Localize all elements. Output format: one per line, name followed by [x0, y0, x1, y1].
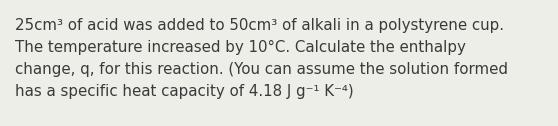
Text: 25cm³ of acid was added to 50cm³ of alkali in a polystyrene cup.: 25cm³ of acid was added to 50cm³ of alka… — [15, 18, 504, 33]
Text: The temperature increased by 10°C. Calculate the enthalpy: The temperature increased by 10°C. Calcu… — [15, 40, 466, 55]
Text: change, q, for this reaction. (You can assume the solution formed: change, q, for this reaction. (You can a… — [15, 62, 508, 77]
Text: has a specific heat capacity of 4.18 J g⁻¹ K⁻⁴): has a specific heat capacity of 4.18 J g… — [15, 84, 354, 99]
